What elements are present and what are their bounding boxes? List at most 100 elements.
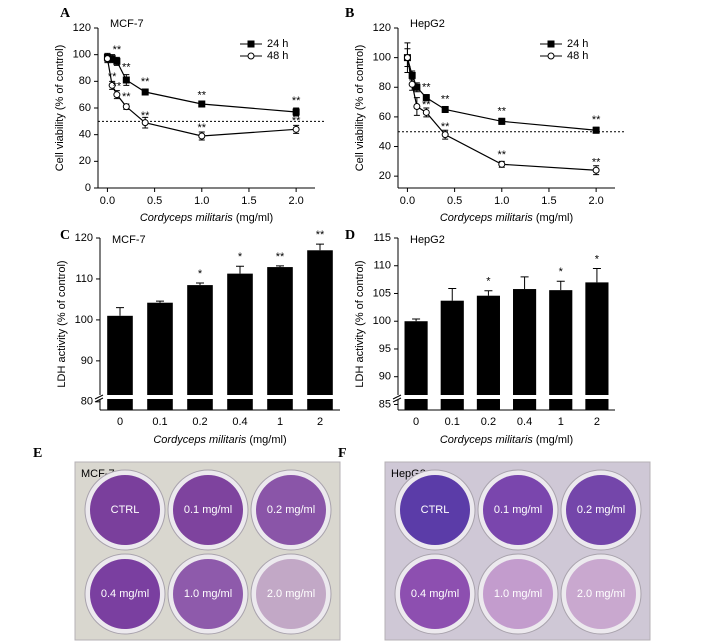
marker [292, 125, 300, 133]
x-tick-label: 1.0 [194, 195, 209, 207]
marker [198, 100, 206, 108]
marker [403, 54, 411, 62]
bar [476, 295, 500, 410]
error-bar [276, 265, 284, 268]
error-bar [316, 243, 324, 251]
significance: ** [292, 95, 301, 107]
marker [292, 108, 300, 116]
axis-break [94, 395, 340, 399]
x-tick-label: 0 [413, 416, 419, 428]
significance: ** [441, 93, 450, 105]
marker [113, 91, 121, 99]
legend-marker [247, 40, 255, 48]
x-axis-label: Cordyceps militaris (mg/ml) [140, 212, 273, 224]
significance: ** [198, 122, 207, 134]
x-label-italic: Cordyceps militaris [140, 212, 233, 224]
error-bar [556, 280, 565, 291]
significance: ** [592, 157, 601, 169]
significance: ** [276, 251, 285, 263]
marker [141, 88, 149, 96]
marker [141, 119, 149, 127]
significance: ** [141, 76, 150, 88]
x-tick-label: 0.1 [445, 416, 460, 428]
y-tick-label: 120 [373, 22, 391, 34]
significance: * [595, 253, 600, 265]
bar [107, 315, 133, 410]
x-tick-label: 1.5 [541, 195, 556, 207]
x-tick-label: 2.0 [588, 195, 603, 207]
well [566, 475, 636, 545]
x-label-unit: (mg/ml) [536, 434, 573, 446]
marker [592, 126, 600, 134]
x-label-italic: Cordyceps militaris [440, 434, 533, 446]
legend-label: 24 h [267, 38, 288, 50]
y-tick-label: 40 [79, 129, 91, 141]
x-tick-label: 0.4 [232, 416, 247, 428]
x-label-italic: Cordyceps militaris [153, 434, 246, 446]
y-tick-label: 90 [379, 371, 391, 383]
panel-title: HepG2 [410, 18, 445, 30]
marker [498, 160, 506, 168]
y-axis-label: Cell viability (% of control) [354, 45, 366, 172]
significance: ** [198, 90, 207, 102]
y-axis-label: Cell viability (% of control) [54, 45, 66, 172]
y-tick-label: 100 [373, 315, 391, 327]
well [256, 475, 326, 545]
well-label: 1.0 mg/ml [494, 588, 542, 600]
y-tick-label: 100 [373, 52, 391, 64]
x-tick-label: 2 [317, 416, 323, 428]
error-bar [448, 287, 457, 301]
y-tick-label: 60 [379, 111, 391, 123]
y-tick-label: 40 [379, 140, 391, 152]
well [566, 559, 636, 629]
bar [147, 302, 173, 410]
error-bar [520, 276, 529, 290]
x-tick-label: 1.0 [494, 195, 509, 207]
well-label: CTRL [421, 504, 450, 516]
y-tick-label: 100 [73, 49, 91, 61]
y-tick-label: 95 [379, 343, 391, 355]
x-label-italic: Cordyceps militaris [440, 212, 533, 224]
well [483, 475, 553, 545]
marker [422, 108, 430, 116]
x-tick-label: 0.1 [152, 416, 167, 428]
x-label-unit: (mg/ml) [249, 434, 286, 446]
marker [422, 94, 430, 102]
marker [413, 103, 421, 111]
x-tick-label: 0.5 [147, 195, 162, 207]
legend-marker [247, 52, 255, 60]
x-tick-label: 0.4 [517, 416, 532, 428]
well-label: 0.4 mg/ml [411, 588, 459, 600]
break-mark [94, 394, 104, 403]
y-tick-label: 85 [379, 398, 391, 410]
marker [498, 117, 506, 125]
y-tick-label: 100 [75, 314, 93, 326]
error-bar [236, 265, 244, 274]
panel-letter: E [33, 446, 42, 461]
well [400, 559, 470, 629]
bar [585, 282, 609, 410]
y-tick-label: 80 [81, 396, 93, 408]
y-axis-label: LDH activity (% of control) [56, 260, 68, 387]
legend-marker [547, 52, 555, 60]
y-tick-label: 20 [79, 155, 91, 167]
legend-marker [547, 40, 555, 48]
x-axis-label: Cordyceps militaris (mg/ml) [153, 434, 286, 446]
marker [198, 132, 206, 140]
significance: ** [316, 229, 325, 241]
panel-letter: F [338, 446, 347, 461]
significance: ** [122, 91, 131, 103]
bar [549, 290, 573, 410]
y-tick-label: 105 [373, 287, 391, 299]
marker [592, 166, 600, 174]
error-bar [116, 307, 124, 316]
well [173, 559, 243, 629]
well-label: 0.4 mg/ml [101, 588, 149, 600]
well [256, 559, 326, 629]
x-tick-label: 0.2 [192, 416, 207, 428]
bar [227, 273, 253, 410]
x-tick-label: 2.0 [288, 195, 303, 207]
x-tick-label: 2 [594, 416, 600, 428]
legend-label: 48 h [267, 50, 288, 62]
significance: ** [292, 115, 301, 127]
